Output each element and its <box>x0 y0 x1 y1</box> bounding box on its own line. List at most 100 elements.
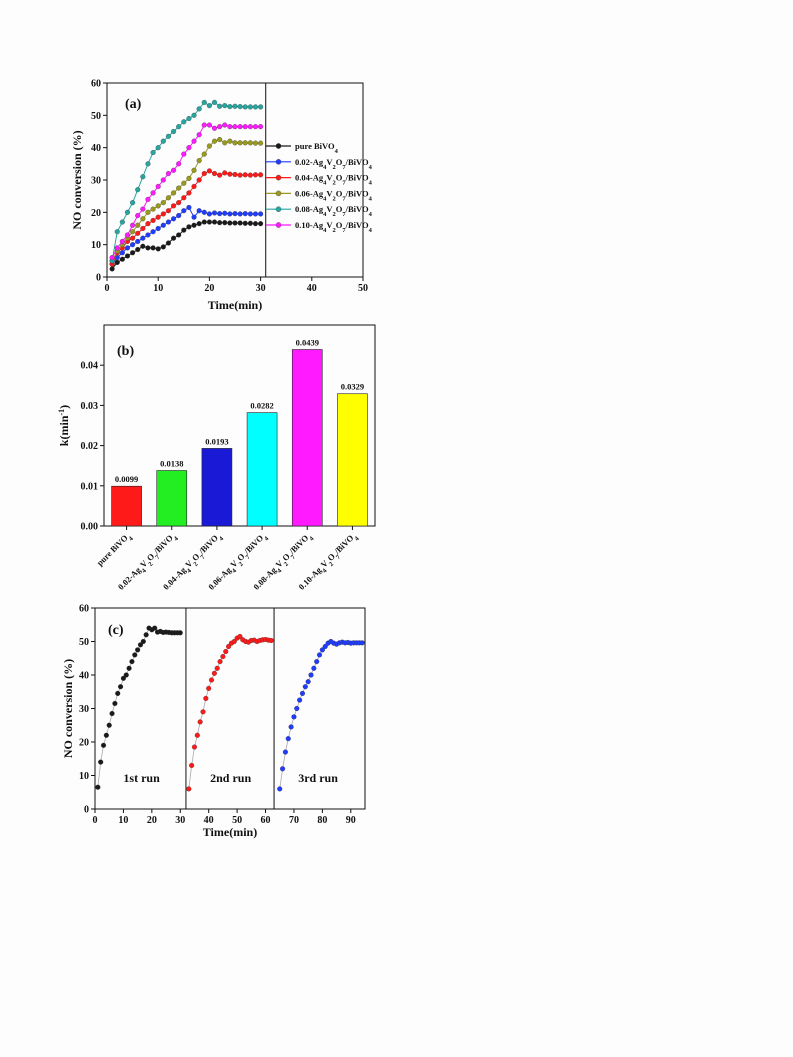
subscript: 4 <box>369 163 373 170</box>
run-1 <box>186 633 274 792</box>
subscript: 4 <box>276 567 284 575</box>
data-point <box>177 630 183 636</box>
data-point <box>186 175 192 181</box>
y-tick-label: 30 <box>91 176 101 187</box>
data-point <box>119 238 125 244</box>
data-point <box>100 742 107 748</box>
data-point <box>227 220 233 226</box>
data-point <box>150 229 156 235</box>
subscript: 4 <box>323 179 327 186</box>
data-point <box>217 211 223 217</box>
data-point <box>258 211 264 217</box>
y-tick-label: 50 <box>91 111 101 122</box>
series-line <box>111 170 261 265</box>
label-part: 0.06-Ag <box>206 564 233 591</box>
x-tick-label: 90 <box>346 815 356 826</box>
data-point <box>299 690 306 696</box>
data-point <box>130 235 136 241</box>
panel-b-label: (b) <box>117 344 134 359</box>
data-point <box>145 232 151 238</box>
data-point <box>119 219 125 225</box>
run-2 <box>277 638 365 792</box>
data-point <box>165 195 171 201</box>
y-tick-label: 50 <box>79 637 89 648</box>
data-point <box>222 122 228 128</box>
data-point <box>155 246 161 252</box>
x-tick-label: 10 <box>153 283 163 294</box>
subscript: 2 <box>282 560 289 567</box>
label-part: /BiVO <box>151 532 175 556</box>
y-tick-label: 40 <box>79 671 89 682</box>
data-point <box>322 643 328 650</box>
data-point <box>211 210 218 216</box>
panel-a-xlabel: Time(min) <box>208 298 262 312</box>
data-point <box>109 710 115 717</box>
subscript: 7 <box>289 553 297 561</box>
data-point <box>181 180 187 186</box>
data-point <box>237 172 243 178</box>
label-part: 0.10-Ag <box>296 564 323 591</box>
data-point <box>140 206 146 212</box>
data-point <box>211 219 218 225</box>
subscript: 4 <box>323 211 327 218</box>
data-point <box>222 140 228 146</box>
data-point <box>95 784 101 790</box>
data-point <box>214 665 220 671</box>
x-tick-label: 50 <box>358 283 368 294</box>
data-point <box>217 172 223 178</box>
data-point <box>196 177 202 183</box>
y-tick-label: 60 <box>79 604 89 615</box>
ylabel-end: ) <box>57 405 71 409</box>
x-tick-label: 30 <box>256 283 266 294</box>
data-point <box>247 104 253 110</box>
data-point <box>258 104 264 110</box>
data-point <box>165 219 171 225</box>
data-point <box>201 122 207 128</box>
data-point <box>316 652 323 658</box>
data-point <box>242 124 248 130</box>
subscript: 2 <box>328 560 335 567</box>
data-point <box>181 151 187 157</box>
data-point <box>201 219 207 225</box>
data-point <box>106 722 112 728</box>
data-point <box>191 138 197 144</box>
data-point <box>176 200 182 206</box>
data-point <box>237 220 243 226</box>
data-point <box>247 140 253 146</box>
data-point <box>201 99 207 105</box>
subscript: 2 <box>147 560 154 567</box>
data-point <box>217 137 223 143</box>
data-point <box>222 220 228 226</box>
data-point <box>160 211 166 217</box>
data-point <box>211 125 218 131</box>
label-part: pure BiVO <box>295 141 335 151</box>
data-point <box>311 665 317 671</box>
data-point <box>268 637 274 644</box>
data-point <box>171 216 177 222</box>
data-point <box>119 256 125 262</box>
subscript: 7 <box>342 211 346 218</box>
data-point <box>227 138 233 144</box>
subscript: 4 <box>353 534 361 542</box>
legend-marker <box>275 206 282 212</box>
label-part: /BiVO <box>345 173 369 183</box>
subscript: 7 <box>342 163 346 170</box>
data-point <box>132 652 138 658</box>
label-part: V <box>326 204 333 214</box>
series-4 <box>109 99 264 264</box>
x-tick-label: 30 <box>175 815 185 826</box>
data-point <box>222 103 228 109</box>
data-point <box>227 211 233 217</box>
y-tick-label: 30 <box>79 704 89 715</box>
legend-entry: 0.08-Ag4V2O7/BiVO4 <box>295 204 373 218</box>
label-part: V <box>326 157 333 167</box>
legend-entry: 0.04-Ag4V2O7/BiVO4 <box>295 173 373 187</box>
label-part: V <box>326 220 333 230</box>
x-tick-label: 50 <box>232 815 242 826</box>
data-point <box>140 638 146 645</box>
data-point <box>140 174 146 180</box>
data-point <box>232 211 238 217</box>
data-point <box>135 246 141 253</box>
y-tick-label: 20 <box>91 208 101 219</box>
label-part: V <box>326 188 333 198</box>
